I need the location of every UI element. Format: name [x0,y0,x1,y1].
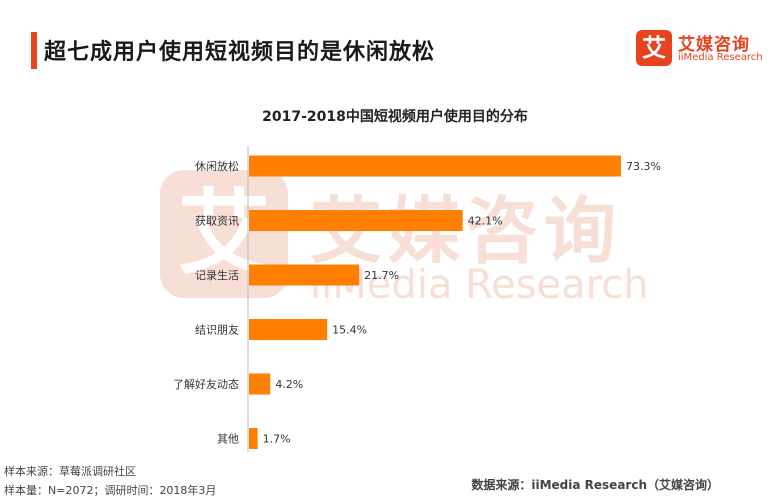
category-label: 了解好友动态 [173,377,239,391]
title-accent-bar [31,32,37,69]
logo-name-cn: 艾媒咨询 [678,35,750,55]
bar [249,428,258,449]
data-source: 数据来源：iiMedia Research（艾媒咨询） [471,478,719,492]
value-label: 21.7% [364,269,399,282]
category-label: 休闲放松 [195,159,239,173]
logo-name-en: iiMedia Research [678,52,763,63]
sample-info: 样本来源：草莓派调研社区 样本量：N=2072；调研时间：2018年3月 [4,462,216,500]
logo-mark: 艾 [636,30,672,66]
bar [249,319,328,340]
bar [249,373,271,395]
bar [249,155,621,177]
sample-size: 样本量：N=2072；调研时间：2018年3月 [4,484,217,497]
value-label: 4.2% [275,378,303,391]
value-label: 15.4% [332,324,367,337]
bar [249,210,463,231]
brand-logo: 艾 艾媒咨询 iiMedia Research [636,30,766,70]
sample-source: 样本来源：草莓派调研社区 [4,465,136,478]
page-title: 超七成用户使用短视频目的是休闲放松 [44,40,436,65]
category-label: 其他 [217,433,239,446]
value-label: 1.7% [263,433,291,446]
value-label: 73.3% [626,160,661,173]
bar [249,264,360,286]
chart-title: 2017-2018中国短视频用户使用目的分布 [262,108,528,125]
category-label: 获取资讯 [195,215,239,228]
category-label: 结识朋友 [195,323,239,337]
value-label: 42.1% [468,215,503,228]
bar-group: 休闲放松 73.3% 获取资讯 42.1% 记录生活 21.7% 结识朋友 15.4% 了解好友… [173,155,661,449]
category-label: 记录生活 [195,268,239,282]
